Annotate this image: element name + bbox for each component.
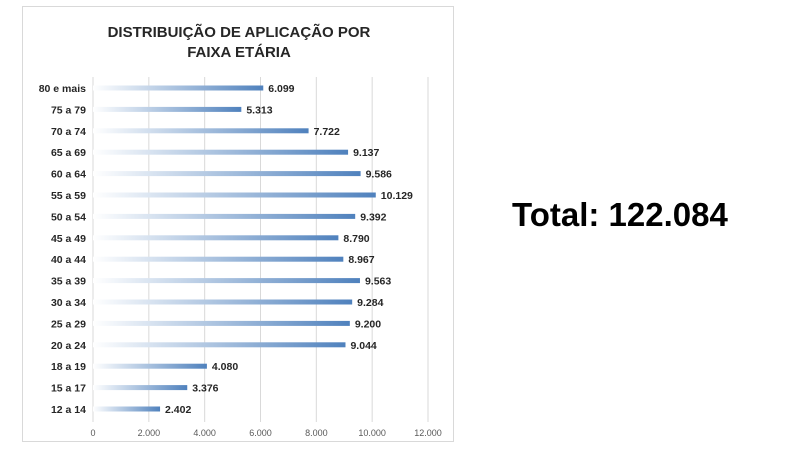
- category-label: 70 a 74: [51, 126, 86, 138]
- value-label: 4.080: [212, 361, 238, 373]
- bar: [93, 299, 353, 305]
- chart-title-line-2: FAIXA ETÁRIA: [187, 44, 291, 61]
- total-label: Total: 122.084: [512, 196, 728, 233]
- value-label: 9.563: [365, 276, 391, 288]
- x-tick-label: 4.000: [193, 428, 216, 438]
- value-label: 8.967: [348, 254, 374, 266]
- value-label: 9.137: [353, 147, 379, 159]
- bar: [93, 256, 344, 262]
- category-label: 25 a 29: [51, 318, 86, 330]
- bar: [93, 171, 361, 177]
- value-label: 7.722: [314, 126, 340, 138]
- category-label: 20 a 24: [51, 340, 86, 352]
- category-label: 12 a 14: [51, 404, 86, 416]
- value-label: 5.313: [246, 104, 272, 116]
- value-label: 6.099: [268, 83, 294, 95]
- category-label: 35 a 39: [51, 276, 86, 288]
- bar: [93, 278, 360, 284]
- value-label: 9.044: [350, 340, 376, 352]
- category-label: 18 a 19: [51, 361, 86, 373]
- value-label: 9.200: [355, 318, 381, 330]
- value-label: 9.586: [366, 169, 392, 181]
- bar: [93, 192, 376, 198]
- category-label: 80 e mais: [39, 83, 86, 95]
- value-label: 3.376: [192, 383, 218, 395]
- bar: [93, 342, 346, 348]
- x-tick-label: 10.000: [358, 428, 386, 438]
- category-label: 30 a 34: [51, 297, 86, 309]
- bar: [93, 213, 356, 219]
- category-label: 40 a 44: [51, 254, 86, 266]
- category-label: 15 a 17: [51, 383, 86, 395]
- x-tick-label: 8.000: [305, 428, 328, 438]
- category-label: 75 a 79: [51, 104, 86, 116]
- value-label: 8.790: [343, 233, 369, 245]
- bar: [93, 149, 349, 155]
- category-label: 65 a 69: [51, 147, 86, 159]
- category-label: 55 a 59: [51, 190, 86, 202]
- bar: [93, 320, 350, 326]
- value-label: 10.129: [381, 190, 413, 202]
- category-label: 45 a 49: [51, 233, 86, 245]
- x-tick-label: 12.000: [414, 428, 442, 438]
- bar: [93, 363, 207, 369]
- x-tick-label: 6.000: [249, 428, 272, 438]
- chart-title-line-1: DISTRIBUIÇÃO DE APLICAÇÃO POR: [108, 23, 371, 41]
- bar: [93, 385, 188, 391]
- x-tick-label: 2.000: [138, 428, 161, 438]
- value-label: 2.402: [165, 404, 191, 416]
- bar: [93, 106, 242, 112]
- chart-frame: DISTRIBUIÇÃO DE APLICAÇÃO POR FAIXA ETÁR…: [22, 6, 454, 442]
- bar: [93, 128, 309, 134]
- bar: [93, 85, 264, 91]
- x-tick-label: 0: [90, 428, 95, 438]
- chart-svg: DISTRIBUIÇÃO DE APLICAÇÃO POR FAIXA ETÁR…: [39, 23, 442, 438]
- value-label: 9.392: [360, 211, 386, 223]
- value-label: 9.284: [357, 297, 383, 309]
- category-label: 50 a 54: [51, 211, 86, 223]
- category-label: 60 a 64: [51, 169, 86, 181]
- bar: [93, 406, 161, 412]
- bar: [93, 235, 339, 241]
